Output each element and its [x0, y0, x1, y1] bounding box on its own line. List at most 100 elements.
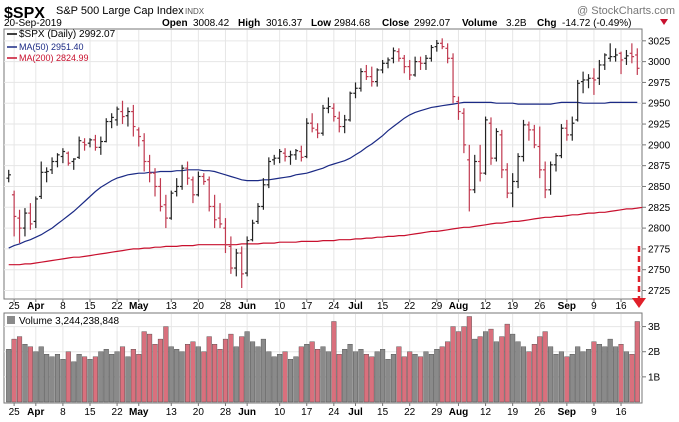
ohlc-bar	[369, 66, 374, 87]
ohlc-bar	[521, 119, 526, 162]
price-tick-label: 2925	[648, 120, 671, 131]
date-tick-label: Sep	[558, 301, 576, 312]
volume-bar	[109, 354, 115, 403]
ohlc-bar	[418, 56, 423, 70]
volume-bar	[168, 346, 174, 403]
volume-bar	[407, 351, 413, 403]
volume-bar	[130, 349, 136, 403]
volume-bars	[6, 316, 640, 403]
ohlc-bar	[201, 173, 206, 185]
ohlc-bar	[607, 43, 613, 62]
ohlc-bar	[467, 144, 472, 212]
ohlc-bar	[548, 161, 553, 195]
red-dashed-arrow-icon	[632, 246, 646, 308]
down-arrow-icon	[660, 19, 668, 25]
date-tick-label: 12	[480, 301, 492, 312]
date-tick-label: 16	[615, 407, 627, 418]
ohlc-bar	[407, 59, 412, 80]
chg-value: -14.72 (-0.49%)	[562, 18, 631, 29]
price-tick-label: 2975	[648, 78, 671, 89]
price-tick-label: 2725	[648, 286, 671, 297]
ohlc-bar	[217, 203, 223, 229]
volume-bar	[390, 354, 396, 403]
volume-bar	[33, 351, 39, 403]
close-label: Close	[382, 18, 410, 29]
volume-bar	[445, 341, 451, 403]
volume-bar	[125, 356, 131, 403]
ohlc-bar	[613, 48, 618, 62]
close-value: 2992.07	[414, 18, 451, 29]
ohlc-bar	[559, 124, 564, 159]
volume-bar	[455, 331, 462, 403]
volume-bar	[282, 351, 288, 403]
volume-bar	[520, 346, 527, 403]
ohlc-bar	[385, 57, 391, 69]
ohlc-bar	[255, 203, 261, 224]
ohlc-bar	[244, 236, 250, 277]
ohlc-bar	[28, 203, 33, 230]
volume-bar	[6, 349, 12, 403]
ohlc-bar	[11, 190, 17, 237]
volume-bar	[385, 359, 391, 403]
volume-bar	[607, 338, 613, 403]
date-tick-label: 25	[9, 301, 21, 312]
ma200-legend-label: MA(200) 2824.99	[19, 53, 89, 63]
volume-bar	[358, 349, 364, 403]
volume-bar	[623, 351, 629, 403]
date-tick-label: May	[129, 301, 149, 312]
date-tick-label: 17	[301, 301, 313, 312]
volume-bar	[277, 354, 283, 403]
ohlc-bar	[499, 129, 505, 179]
ticker-symbol: $SPX	[4, 5, 45, 22]
volume-bar	[244, 331, 250, 403]
ohlc-bar	[374, 68, 380, 87]
ohlc-bar	[591, 68, 597, 95]
volume-bar	[184, 344, 191, 403]
exchange-code: INDX	[185, 7, 205, 16]
ohlc-bar	[250, 219, 255, 242]
ohlc-bar	[526, 121, 532, 141]
volume-bar	[396, 346, 402, 403]
ohlc-bar	[185, 161, 190, 185]
date-tick-label: 22	[404, 407, 416, 418]
volume-bar	[618, 344, 624, 403]
volume-bar	[103, 349, 109, 403]
ohlc-bar	[169, 190, 174, 220]
volume-bar	[380, 349, 386, 403]
ohlc-bar	[445, 43, 450, 64]
volume-bar	[38, 346, 44, 403]
volume-bar	[141, 331, 147, 403]
volume-bar	[82, 356, 88, 403]
volume-bar	[98, 351, 104, 403]
ohlc-bar	[450, 53, 456, 104]
ohlc-bar	[131, 104, 136, 137]
ohlc-bar	[440, 38, 445, 50]
stockcharts-watermark: @ StockCharts.com	[577, 5, 675, 17]
price-tick-label: 2900	[648, 140, 671, 151]
ohlc-bar	[494, 128, 499, 162]
ohlc-bar	[282, 148, 288, 162]
date-tick-label: 24	[328, 407, 340, 418]
price-tick-label: 2950	[648, 99, 671, 110]
volume-bar	[179, 351, 185, 403]
ohlc-bar	[179, 164, 185, 190]
volume-bar	[423, 351, 429, 403]
ohlc-bar	[60, 148, 66, 164]
date-axis-top: 25 Apr 8 15 22 May 13 20 28 Jun 10 17 24 Jul 15 22 29 Aug…	[9, 299, 627, 312]
volume-bar	[526, 351, 532, 403]
date-tick-label: 19	[507, 301, 519, 312]
ohlc-bar	[602, 53, 607, 70]
price-tick-label: 2775	[648, 244, 671, 255]
volume-tick-label: 2B	[648, 347, 661, 358]
ohlc-bar	[396, 48, 402, 62]
volume-bar	[152, 344, 158, 403]
date-tick-label: 22	[404, 301, 416, 312]
ohlc-bar	[272, 154, 277, 165]
date-axis-bottom: 25 Apr 8 15 22 May 13 20 28 Jun 10 17 24 Jul 15 22 29 Aug…	[9, 403, 627, 418]
price-tick-label: 3000	[648, 57, 671, 68]
volume-bar	[418, 356, 424, 403]
ohlc-bar	[412, 56, 418, 77]
ohlc-bar	[190, 176, 196, 204]
ohlc-bar	[580, 71, 586, 94]
ohlc-bar	[505, 163, 510, 199]
